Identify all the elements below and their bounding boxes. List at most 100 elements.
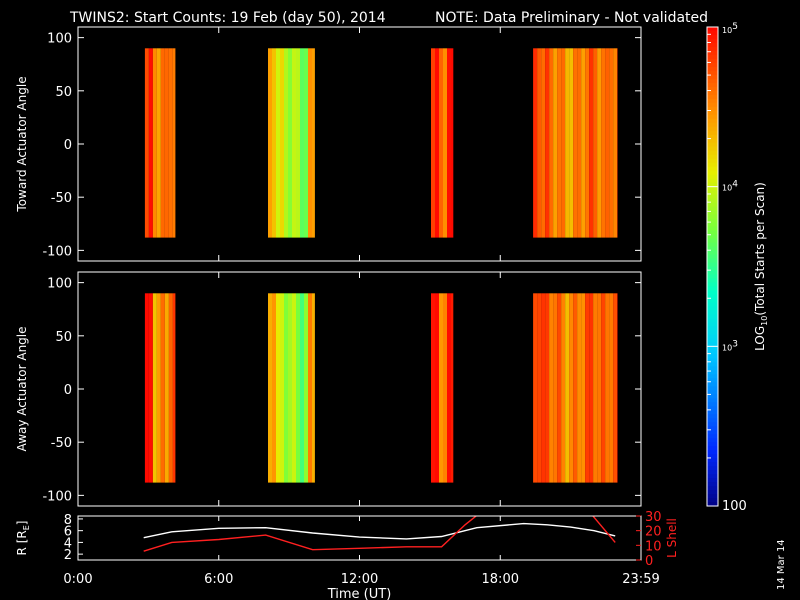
colorbar-swatch: [707, 46, 718, 52]
heatmap-cell: [613, 293, 618, 483]
colorbar-swatch: [707, 346, 718, 351]
heatmap-cell: [164, 293, 169, 483]
heatmap-cell: [569, 48, 574, 238]
colorbar-swatch: [707, 494, 718, 499]
heatmap-cell: [617, 293, 618, 483]
heatmap-cell: [609, 293, 614, 483]
data-block: [268, 293, 315, 483]
colorbar-swatch: [707, 194, 718, 200]
heatmap-cell: [152, 293, 157, 483]
heatmap-cell: [549, 293, 554, 483]
colorbar-swatch: [707, 378, 718, 383]
colorbar-swatch: [707, 266, 718, 272]
heatmap-cell: [148, 48, 153, 238]
colorbar-swatch: [707, 330, 718, 335]
heatmap-cell: [593, 48, 598, 238]
colorbar-swatch: [707, 146, 718, 152]
colorbar-swatch: [707, 158, 718, 164]
colorbar-swatch: [707, 338, 718, 343]
y-tick-label: -100: [42, 489, 72, 504]
axes-frame: [77, 515, 642, 561]
heatmap-cell: [300, 48, 304, 238]
colorbar-swatch: [707, 90, 718, 96]
heatmap-cell: [451, 293, 454, 483]
heatmap-cell: [601, 293, 606, 483]
colorbar-swatch: [707, 414, 718, 419]
colorbar-swatch: [707, 478, 718, 483]
lshell-line: [592, 516, 616, 543]
heatmap-cell: [537, 48, 542, 238]
colorbar-swatch: [707, 462, 718, 467]
colorbar-swatch: [707, 466, 718, 471]
colorbar-swatch: [707, 398, 718, 403]
colorbar-swatch: [707, 38, 718, 44]
heatmap-cell: [593, 293, 598, 483]
y-tick-label: 8: [64, 513, 72, 528]
y-tick-label: -50: [51, 191, 72, 206]
heatmap-cell: [276, 293, 280, 483]
y-tick-label: 6: [64, 525, 72, 540]
colorbar-swatch: [707, 278, 718, 284]
colorbar-swatch: [707, 358, 718, 363]
y-tick-label: 4: [64, 536, 72, 551]
heatmap-cell: [172, 48, 176, 238]
heatmap-cell: [296, 48, 300, 238]
colorbar-swatch: [707, 70, 718, 76]
heatmap-cell: [276, 48, 280, 238]
colorbar-swatch: [707, 334, 718, 339]
colorbar-swatch: [707, 402, 718, 407]
heatmap-cell: [312, 293, 315, 483]
colorbar-swatch: [707, 94, 718, 100]
heatmap-cell: [168, 48, 173, 238]
heatmap-cell: [545, 293, 550, 483]
y-tick-label: 2: [64, 548, 72, 563]
heatmap-cell: [272, 293, 276, 483]
heatmap-cell: [144, 48, 149, 238]
heatmap-cell: [617, 48, 618, 238]
y-tick-label: 50: [55, 330, 72, 345]
colorbar-swatch: [707, 366, 718, 371]
colorbar-swatch: [707, 174, 718, 180]
colorbar-swatch: [707, 74, 718, 80]
x-tick-label: 6:00: [204, 572, 233, 587]
heatmap-cell: [152, 48, 157, 238]
heatmap-cell: [435, 48, 439, 238]
colorbar-swatch: [707, 418, 718, 423]
colorbar-swatch: [707, 30, 718, 36]
colorbar-swatch: [707, 390, 718, 395]
y-axis-label-right: L Shell: [665, 518, 679, 558]
colorbar-swatch: [707, 150, 718, 156]
colorbar-swatch: [707, 206, 718, 212]
colorbar-swatch: [707, 178, 718, 184]
colorbar-swatch: [707, 34, 718, 40]
colorbar-swatch: [707, 198, 718, 204]
x-tick-label: 0:00: [63, 572, 92, 587]
heatmap-cell: [172, 293, 176, 483]
colorbar-swatch: [707, 382, 718, 387]
colorbar-swatch: [707, 354, 718, 359]
heatmap-cell: [443, 48, 447, 238]
heatmap-cell: [557, 48, 562, 238]
heatmap-cell: [308, 293, 312, 483]
colorbar-swatch: [707, 170, 718, 176]
y-tick-label: -100: [42, 244, 72, 259]
heatmap-cell: [160, 293, 165, 483]
colorbar-swatch: [707, 78, 718, 84]
colorbar-swatch: [707, 190, 718, 196]
y-axis-label-left: R [RE]: [15, 521, 31, 556]
y-tick-label-right: 20: [645, 525, 662, 540]
heatmap-cell: [605, 293, 610, 483]
colorbar-swatch: [707, 406, 718, 411]
colorbar-swatch: [707, 202, 718, 208]
heatmap-cell: [597, 48, 602, 238]
colorbar-swatch: [707, 234, 718, 240]
colorbar-swatch: [707, 222, 718, 228]
colorbar-swatch: [707, 110, 718, 116]
colorbar-swatch: [707, 274, 718, 280]
colorbar-swatch: [707, 282, 718, 288]
heatmap-cell: [144, 293, 149, 483]
heatmap-cell: [296, 293, 300, 483]
colorbar-swatch: [707, 362, 718, 367]
colorbar-swatch: [707, 454, 718, 459]
colorbar-swatch: [707, 214, 718, 220]
